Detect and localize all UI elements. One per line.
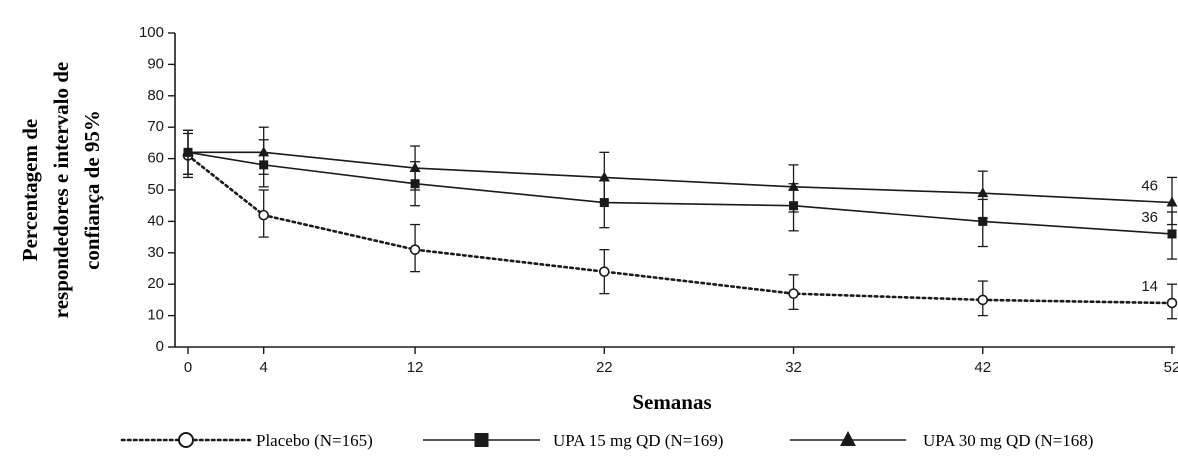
upa30-point (1166, 196, 1178, 207)
upa30-point (409, 162, 421, 173)
x-tick-label: 12 (407, 359, 424, 376)
y-tick-label: 50 (147, 181, 164, 198)
x-tick-label: 42 (974, 359, 991, 376)
x-tick-label: 22 (596, 359, 613, 376)
plot-area: 14 36 46 (182, 126, 1178, 320)
placebo-series: 14 (182, 132, 1178, 320)
x-tick-label: 52 (1164, 359, 1178, 376)
x-tick-label: 32 (785, 359, 802, 376)
y-tick-label: 30 (147, 244, 164, 261)
y-tick-label: 90 (147, 55, 164, 72)
upa30-line (188, 151, 1173, 204)
y-axis-title: Percentagem de respondedores e intervalo … (18, 62, 104, 318)
upa30-point (258, 146, 270, 157)
y-axis: 0 10 20 30 40 50 60 70 80 90 100 (139, 24, 176, 355)
legend: Placebo (N=165) UPA 15 mg QD (N=169) UPA 3… (120, 431, 1093, 450)
upa15-point (978, 216, 988, 226)
x-tick-label: 0 (184, 359, 192, 376)
placebo-point (977, 294, 989, 306)
legend-filled-triangle-icon (840, 431, 856, 446)
legend-item-upa15: UPA 15 mg QD (N=169) (423, 431, 723, 450)
upa15-end-label: 36 (1141, 209, 1158, 226)
upa30-end-label: 46 (1141, 178, 1158, 195)
upa30-point (598, 171, 610, 182)
y-tick-label: 100 (139, 24, 164, 41)
y-tick-label: 0 (156, 338, 164, 355)
legend-open-circle-icon (178, 432, 194, 448)
legend-filled-square-icon (474, 433, 489, 447)
y-tick-label: 10 (147, 307, 164, 324)
placebo-point (788, 288, 799, 299)
placebo-end-label: 14 (1141, 278, 1158, 295)
x-axis-title: Semanas (632, 390, 711, 414)
legend-item-upa30: UPA 30 mg QD (N=168) (790, 431, 1093, 450)
placebo-point (599, 266, 610, 277)
upa30-series: 46 (182, 126, 1178, 226)
y-tick-label: 60 (147, 150, 164, 167)
y-tick-label: 70 (147, 118, 164, 135)
legend-label: Placebo (N=165) (256, 431, 373, 450)
upa30-point (977, 187, 989, 198)
y-tick-label: 80 (147, 87, 164, 104)
legend-label: UPA 30 mg QD (N=168) (923, 431, 1093, 450)
legend-item-placebo: Placebo (N=165) (120, 431, 373, 450)
y-tick-label: 20 (147, 275, 164, 292)
placebo-point (409, 244, 421, 255)
upa15-line (187, 151, 1173, 235)
placebo-point (258, 209, 269, 221)
upa30-point (182, 146, 194, 157)
x-axis: 0 4 12 22 32 42 52 (175, 346, 1178, 376)
upa15-point (1167, 229, 1177, 239)
x-tick-label: 4 (260, 359, 268, 376)
upa30-point (788, 180, 800, 191)
y-tick-label: 40 (147, 212, 164, 229)
placebo-line (186, 154, 1174, 305)
legend-label: UPA 15 mg QD (N=169) (553, 431, 723, 450)
y-axis-title-line: confiança de 95% (80, 110, 104, 270)
placebo-point (1166, 297, 1178, 309)
y-axis-title-line: respondedores e intervalo de (49, 62, 73, 318)
y-axis-title-line: Percentagem de (18, 119, 42, 261)
